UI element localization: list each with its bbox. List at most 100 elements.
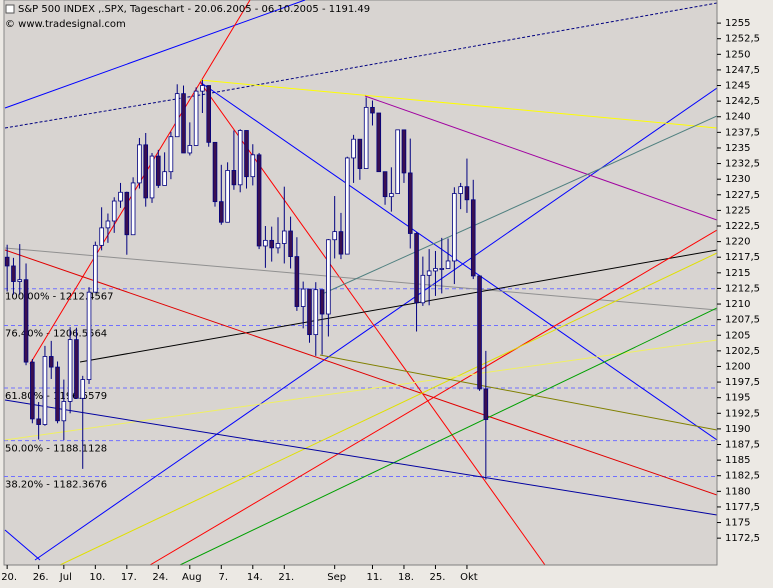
y-tick-label: 1195 (725, 393, 750, 404)
candle-body (439, 268, 445, 270)
trend-line (364, 95, 717, 221)
y-tick-label: 1220 (725, 237, 750, 248)
trend-line (4, 0, 306, 109)
y-tick-label: 1247,5 (725, 65, 760, 76)
candle-body (263, 239, 268, 247)
candle-body (338, 231, 344, 255)
y-tick-label: 1227,5 (725, 190, 760, 201)
candle-body (137, 144, 142, 184)
candle-body (225, 170, 230, 223)
candle-body (174, 93, 180, 138)
candle-body (42, 356, 48, 425)
y-tick-label: 1237,5 (725, 127, 760, 138)
candle-body (389, 193, 394, 198)
candle-body (4, 256, 10, 267)
x-tick-label: 26. (33, 572, 49, 583)
trend-line (4, 339, 717, 441)
candle-body (382, 171, 388, 198)
candle-body (149, 155, 155, 199)
candle-body (23, 279, 29, 363)
candle-body (464, 186, 470, 201)
candle-body (231, 170, 237, 186)
candle-body (470, 199, 476, 277)
candle-body (61, 401, 67, 422)
trend-line (59, 252, 717, 565)
copyright: © www.tradesignal.com (5, 19, 126, 30)
candle-body (326, 239, 331, 315)
candle-body (420, 274, 426, 304)
candle-body (458, 186, 463, 194)
x-tick-label: Jul (59, 572, 72, 583)
y-tick-label: 1217,5 (725, 252, 760, 263)
y-tick-label: 1222,5 (725, 221, 760, 232)
trend-line (4, 529, 41, 561)
trend-line (4, 399, 717, 516)
candle-body (80, 379, 86, 399)
y-tick-label: 1210 (725, 299, 750, 310)
x-tick-label: 11. (367, 572, 383, 583)
candle-body (363, 106, 369, 169)
candle-body (351, 138, 356, 159)
candle-body (313, 289, 319, 336)
candle-body (357, 138, 363, 169)
candle-body (219, 201, 224, 223)
candle-body (93, 244, 98, 293)
candle-body (237, 130, 243, 186)
fib-label: 76.40% - 1206.5564 (5, 329, 107, 340)
y-tick-label: 1255 (725, 18, 750, 29)
candle-body (193, 90, 199, 146)
candle-body (275, 243, 281, 249)
candle-body (407, 172, 413, 234)
x-tick-label: Aug (182, 572, 202, 583)
fib-label: 100.00% - 1212.4567 (5, 292, 114, 303)
candle-body (281, 230, 287, 244)
candle-body (256, 154, 262, 247)
chart-title: S&P 500 INDEX ,.SPX, Tageschart - 20.06.… (18, 4, 370, 15)
y-tick-label: 1190 (725, 424, 750, 435)
candle-body (74, 339, 79, 399)
candle-body (250, 154, 256, 178)
candle-body (111, 200, 117, 222)
y-tick-label: 1175 (725, 518, 750, 529)
y-tick-label: 1230 (725, 174, 750, 185)
y-tick-label: 1187,5 (725, 440, 760, 451)
candle-body (11, 265, 16, 282)
y-tick-label: 1245 (725, 81, 750, 92)
candle-body (118, 191, 123, 202)
header-icon (5, 4, 15, 14)
trend-line (79, 249, 717, 363)
y-tick-label: 1200 (725, 361, 750, 372)
y-tick-label: 1215 (725, 268, 750, 279)
trend-line (179, 307, 717, 565)
x-tick-label: 21. (278, 572, 294, 583)
y-tick-label: 1212,5 (725, 283, 760, 294)
y-tick-label: 1177,5 (725, 502, 760, 513)
x-tick-label: 24. (152, 572, 168, 583)
candle-body (477, 275, 482, 390)
candle-body (168, 136, 174, 173)
candle-body (445, 260, 451, 269)
candles (4, 79, 489, 480)
candle-body (36, 418, 41, 425)
candle-body (332, 231, 337, 241)
axes: 1172,5 1175 1177,5 1180 1182,5 1185 1187,5 1190… (1, 0, 760, 583)
candle-body (105, 220, 111, 229)
x-tick-label: 20. (1, 572, 17, 583)
candle-body (269, 239, 274, 249)
candle-body (483, 388, 489, 420)
candle-body (130, 182, 136, 236)
candle-body (414, 233, 419, 304)
candle-body (452, 193, 457, 262)
candle-body (344, 157, 350, 255)
y-tick-label: 1205 (725, 330, 750, 341)
y-tick-label: 1225 (725, 205, 750, 216)
y-tick-label: 1242,5 (725, 96, 760, 107)
candle-body (67, 339, 73, 402)
y-tick-label: 1202,5 (725, 346, 760, 357)
candle-body (212, 141, 218, 203)
candle-body (376, 112, 382, 173)
x-tick-label: 7. (219, 572, 229, 583)
candle-body (124, 191, 130, 236)
candle-body (48, 356, 54, 368)
